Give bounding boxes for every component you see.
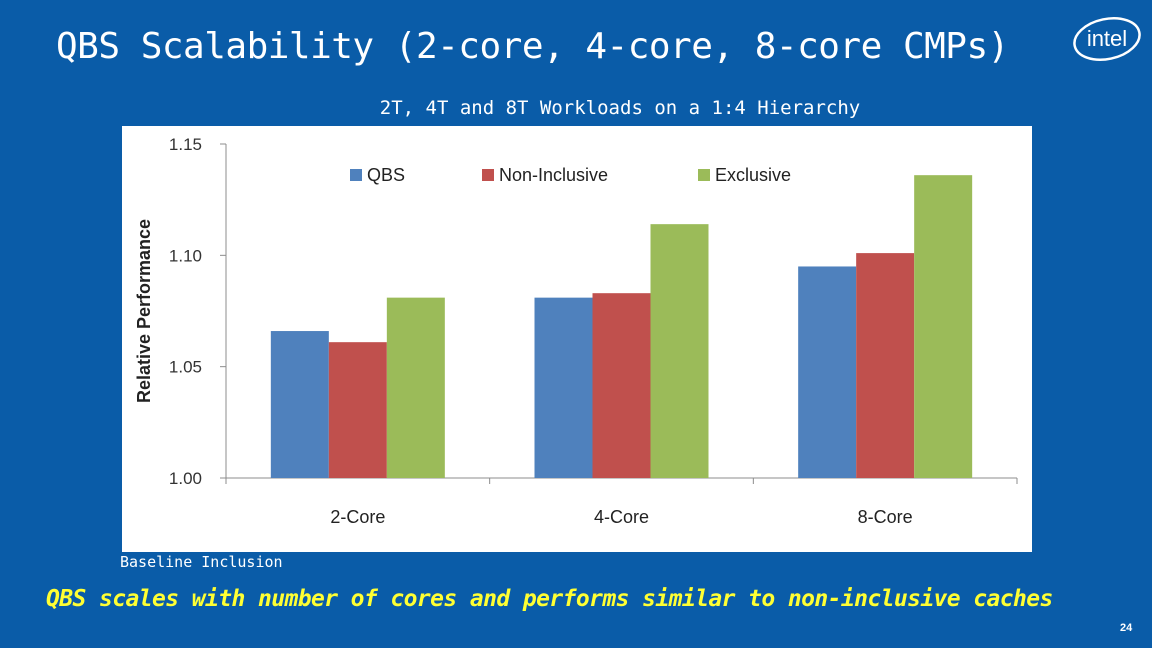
- legend-swatch: [698, 169, 710, 181]
- bar-exclusive-8-core: [914, 175, 973, 478]
- chart-legend: QBS Non-Inclusive Exclusive: [350, 165, 791, 185]
- bar-chart: 1.00 1.05 1.10 1.15 2-Core 4-Core 8-Core QBS N…: [122, 126, 1032, 552]
- chart-title: 2T, 4T and 8T Workloads on a 1:4 Hierarc…: [379, 97, 861, 119]
- x-tick-label: 8-Core: [858, 507, 913, 527]
- y-tick-label: 1.05: [169, 358, 202, 377]
- conclusion-text: QBS scales with number of cores and perf…: [46, 586, 1053, 612]
- bar-qbs-2-core: [270, 331, 329, 478]
- bar-non-inclusive-2-core: [328, 342, 387, 478]
- page-number: 24: [1120, 622, 1133, 634]
- bar-exclusive-2-core: [386, 297, 445, 478]
- y-tick-label: 1.15: [169, 135, 202, 154]
- bar-non-inclusive-4-core: [592, 293, 651, 478]
- svg-text:intel: intel: [1087, 26, 1127, 51]
- intel-logo: intel: [1073, 17, 1141, 61]
- y-tick-label: 1.00: [169, 469, 202, 488]
- y-tick-labels: 1.00 1.05 1.10 1.15: [169, 135, 226, 488]
- y-axis-label: Relative Performance: [134, 219, 154, 403]
- x-tick-label: 2-Core: [330, 507, 385, 527]
- y-tick-label: 1.10: [169, 246, 202, 265]
- x-tick-labels: 2-Core 4-Core 8-Core: [225, 478, 1018, 527]
- legend-swatch: [482, 169, 494, 181]
- legend-label: QBS: [367, 165, 405, 185]
- bar-exclusive-4-core: [650, 224, 709, 478]
- slide-title: QBS Scalability (2-core, 4-core, 8-core …: [56, 26, 1009, 67]
- legend-swatch: [350, 169, 362, 181]
- bar-qbs-8-core: [798, 266, 857, 478]
- legend-label: Exclusive: [715, 165, 791, 185]
- baseline-note: Baseline Inclusion: [120, 553, 283, 571]
- legend-label: Non-Inclusive: [499, 165, 608, 185]
- chart-canvas: 1.00 1.05 1.10 1.15 2-Core 4-Core 8-Core QBS N…: [134, 135, 1018, 527]
- bar-non-inclusive-8-core: [856, 253, 915, 478]
- bar-qbs-4-core: [534, 297, 593, 478]
- x-tick-label: 4-Core: [594, 507, 649, 527]
- bars-group: [270, 175, 973, 478]
